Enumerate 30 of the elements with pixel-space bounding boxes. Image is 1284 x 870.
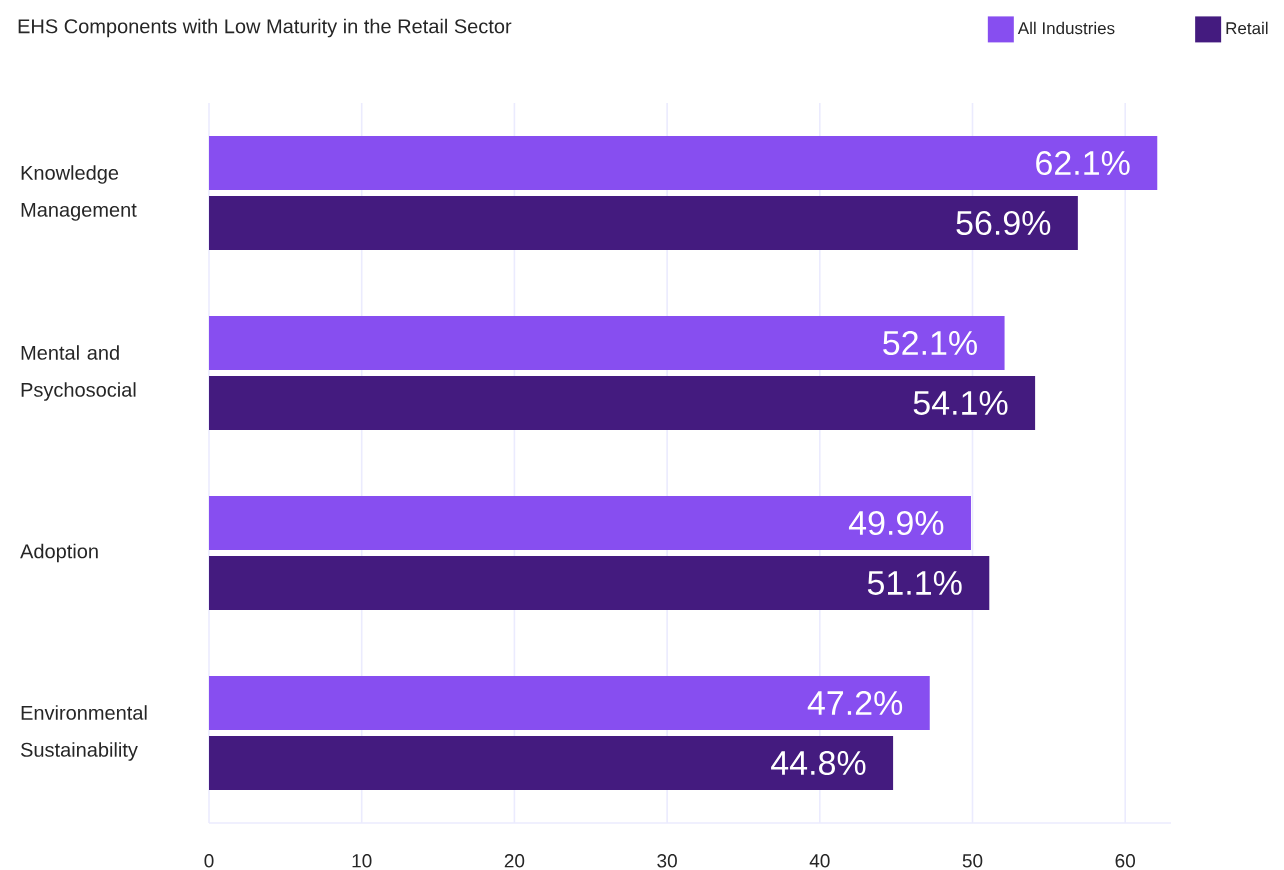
data-label: 44.8% (771, 750, 866, 776)
bar (209, 316, 1005, 370)
legend-label: All Industries (1017, 21, 1115, 35)
y-tick-label: Environmental Sustainability (20, 705, 147, 761)
data-label: 62.1% (1036, 150, 1130, 176)
data-label: 52.1% (883, 330, 977, 356)
bar (209, 556, 990, 610)
x-tick-label: 10 (352, 854, 372, 868)
x-tick-label: 40 (809, 854, 830, 868)
bar (209, 496, 971, 550)
legend-label: Retail (1226, 21, 1268, 35)
y-tick-label: Knowledge Management (21, 165, 137, 221)
chart-title: EHS Components with Low Maturity in the Retail Sector (18, 18, 512, 38)
data-label: 47.2% (807, 691, 903, 715)
y-tick-label: Mental and Psychosocial (21, 345, 136, 401)
x-tick-label: 30 (657, 854, 677, 868)
data-label: 51.1% (867, 571, 962, 595)
x-tick-label: 60 (1115, 854, 1136, 868)
data-label: 49.9% (848, 510, 944, 536)
bar (209, 196, 1078, 250)
y-tick-label: Adoption (20, 543, 98, 563)
x-tick-label: 20 (504, 854, 525, 868)
data-label: 56.9% (956, 210, 1051, 236)
x-tick-label: 0 (204, 854, 214, 868)
bar (209, 676, 930, 730)
bar (209, 136, 1158, 190)
bar (209, 376, 1036, 430)
data-label: 54.1% (913, 391, 1008, 415)
x-tick-label: 50 (962, 854, 983, 868)
bar (209, 735, 894, 790)
